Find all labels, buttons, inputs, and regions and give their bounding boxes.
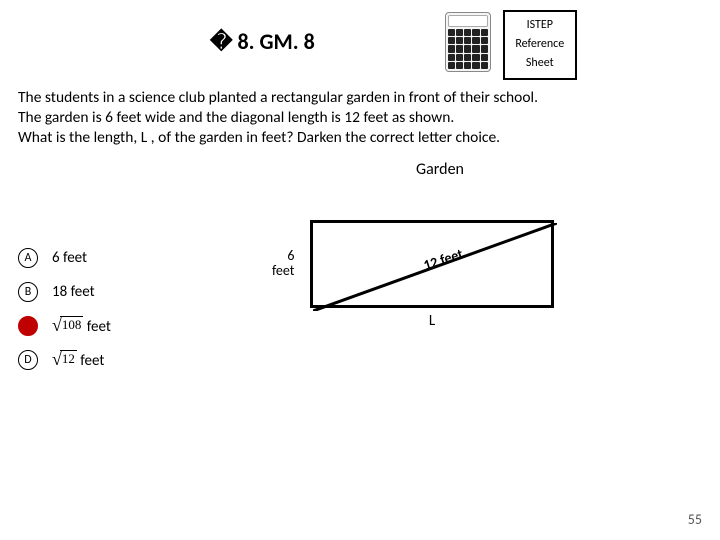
standard-code: � 8. GM. 8: [210, 28, 315, 55]
problem-line2: The garden is 6 feet wide and the diagon…: [18, 108, 700, 128]
header: � 8. GM. 8 ISTEP Reference Sheet: [0, 0, 720, 80]
answer-C[interactable]: √108 feet: [18, 316, 111, 336]
garden-figure: 6 feet 12 feet L: [310, 220, 554, 330]
sqrt-icon: √12: [52, 350, 77, 368]
garden-rectangle: 12 feet: [310, 220, 554, 308]
calc-keys: [448, 29, 488, 69]
length-label: L: [310, 312, 554, 330]
problem-line3: What is the length, L , of the garden in…: [18, 128, 700, 148]
calc-screen: [448, 15, 488, 27]
answer-C-text: √108 feet: [52, 316, 111, 336]
istep-line2: Reference: [507, 35, 573, 54]
calculator-icon: [445, 12, 491, 72]
answer-B[interactable]: B 18 feet: [18, 282, 111, 302]
page-number: 55: [688, 511, 702, 528]
istep-line3: Sheet: [507, 54, 573, 73]
answer-A-text: 6 feet: [52, 249, 87, 267]
bubble-D[interactable]: D: [18, 350, 38, 370]
answer-choices: A 6 feet B 18 feet √108 feet D √12 feet: [18, 248, 111, 384]
answer-D-text: √12 feet: [52, 350, 104, 370]
istep-line1: ISTEP: [507, 16, 573, 35]
bubble-B[interactable]: B: [18, 282, 38, 302]
problem-text: The students in a science club planted a…: [0, 80, 720, 148]
bubble-A[interactable]: A: [18, 248, 38, 268]
garden-title: Garden: [160, 160, 720, 179]
answer-D[interactable]: D √12 feet: [18, 350, 111, 370]
sqrt-icon: √108: [52, 316, 83, 334]
answer-A[interactable]: A 6 feet: [18, 248, 111, 268]
istep-reference-box: ISTEP Reference Sheet: [503, 10, 577, 80]
problem-line1: The students in a science club planted a…: [18, 88, 700, 108]
answer-B-text: 18 feet: [52, 283, 95, 301]
bubble-C[interactable]: [18, 316, 38, 336]
width-label: 6 feet: [272, 248, 294, 279]
